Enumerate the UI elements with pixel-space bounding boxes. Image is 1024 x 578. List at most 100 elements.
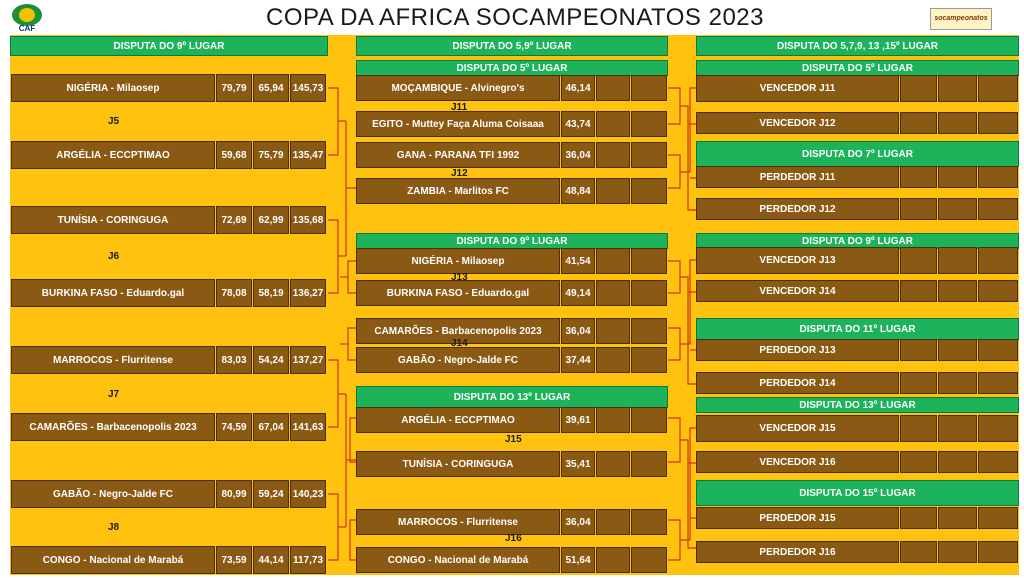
score-empty xyxy=(596,75,630,101)
mid-team-row: GANA - PARANA TFI 1992 36,04 xyxy=(356,142,668,168)
score-empty xyxy=(596,347,630,373)
placeholder-team: VENCEDOR J13 xyxy=(696,247,899,274)
placeholder-team: PERDEDOR J14 xyxy=(696,372,899,394)
section-header-right: DISPUTA DO 5,7,9, 13 ,15º LUGAR xyxy=(696,36,1019,56)
score-total: 145,73 xyxy=(290,74,326,102)
team-name: CONGO - Nacional de Marabá xyxy=(356,547,560,573)
score: 43,74 xyxy=(561,111,595,137)
score-empty xyxy=(596,248,630,274)
mid-team-row: MOÇAMBIQUE - Alvinegro's 46,14 xyxy=(356,75,668,101)
score: 35,41 xyxy=(561,451,595,477)
mid-team-row: ARGÉLIA - ECCPTIMAO 39,61 xyxy=(356,407,668,433)
score-empty xyxy=(900,112,937,134)
score-empty xyxy=(900,451,937,473)
game-label-j14: J14 xyxy=(451,338,468,349)
score-empty xyxy=(978,112,1018,134)
score: 37,44 xyxy=(561,347,595,373)
game-label-j7: J7 xyxy=(108,389,120,400)
score-empty xyxy=(631,318,667,344)
right-team-row: VENCEDOR J14 xyxy=(696,280,1019,302)
team-name: MARROCOS - Flurritense xyxy=(11,346,215,374)
score-empty xyxy=(978,280,1018,302)
score-empty xyxy=(938,247,977,274)
mid-team-row: CAMARÕES - Barbacenopolis 2023 36,04 xyxy=(356,318,668,344)
score-empty xyxy=(900,372,937,394)
team-name: CAMARÕES - Barbacenopolis 2023 xyxy=(356,318,560,344)
score-empty xyxy=(631,75,667,101)
score: 41,54 xyxy=(561,248,595,274)
score-empty xyxy=(596,280,630,306)
score-total: 117,73 xyxy=(290,546,326,574)
socampeonatos-logo: socampeonatos xyxy=(930,8,992,30)
score-empty xyxy=(631,142,667,168)
score-a: 83,03 xyxy=(216,346,252,374)
score-empty xyxy=(596,451,630,477)
right-header: DISPUTA DO 15º LUGAR xyxy=(696,480,1019,506)
team-name: ZAMBIA - Marlitos FC xyxy=(356,178,560,204)
score-total: 135,47 xyxy=(290,141,326,169)
right-team-row: PERDEDOR J12 xyxy=(696,198,1019,220)
score-empty xyxy=(596,407,630,433)
score-total: 141,63 xyxy=(290,413,326,441)
score-empty xyxy=(596,111,630,137)
mid-team-row: GABÃO - Negro-Jalde FC 37,44 xyxy=(356,347,668,373)
team-name: GANA - PARANA TFI 1992 xyxy=(356,142,560,168)
game-label-j8: J8 xyxy=(108,522,120,533)
score-empty xyxy=(978,339,1018,361)
score-empty xyxy=(978,75,1018,102)
score: 36,04 xyxy=(561,142,595,168)
score-b: 65,94 xyxy=(253,74,289,102)
left-team-row: CONGO - Nacional de Marabá 73,59 44,14 117,… xyxy=(11,546,327,574)
page-title: COPA DA AFRICA SOCAMPEONATOS 2023 xyxy=(266,4,764,31)
score-b: 44,14 xyxy=(253,546,289,574)
score-empty xyxy=(631,407,667,433)
score-b: 67,04 xyxy=(253,413,289,441)
right-team-row: VENCEDOR J16 xyxy=(696,451,1019,473)
score-a: 78,08 xyxy=(216,279,252,307)
right-team-row: PERDEDOR J16 xyxy=(696,541,1019,563)
mid-gap xyxy=(668,35,696,575)
right-team-row: PERDEDOR J13 xyxy=(696,339,1019,361)
score-total: 140,23 xyxy=(290,480,326,508)
mid-team-row: EGITO - Muttey Faça Aluma Coisaaa 43,74 xyxy=(356,111,668,137)
score-empty xyxy=(938,507,977,529)
left-team-row: NIGÉRIA - Milaosep 79,79 65,94 145,73 xyxy=(11,74,327,102)
score-empty xyxy=(938,112,977,134)
team-name: ARGÉLIA - ECCPTIMAO xyxy=(356,407,560,433)
team-name: CONGO - Nacional de Marabá xyxy=(11,546,215,574)
score-empty xyxy=(631,280,667,306)
mid-team-row: TUNÍSIA - CORINGUGA 35,41 xyxy=(356,451,668,477)
left-team-row: CAMARÕES - Barbacenopolis 2023 74,59 67,04… xyxy=(11,413,327,441)
placeholder-team: VENCEDOR J12 xyxy=(696,112,899,134)
score: 39,61 xyxy=(561,407,595,433)
right-header: DISPUTA DO 13º LUGAR xyxy=(696,397,1019,413)
right-team-row: VENCEDOR J11 xyxy=(696,75,1019,102)
score-empty xyxy=(631,248,667,274)
placeholder-team: VENCEDOR J11 xyxy=(696,75,899,102)
placeholder-team: VENCEDOR J14 xyxy=(696,280,899,302)
score-empty xyxy=(938,339,977,361)
team-name: GABÃO - Negro-Jalde FC xyxy=(356,347,560,373)
score-empty xyxy=(978,415,1018,442)
team-name: TUNÍSIA - CORINGUGA xyxy=(356,451,560,477)
placeholder-team: VENCEDOR J15 xyxy=(696,415,899,442)
left-team-row: TUNÍSIA - CORINGUGA 72,69 62,99 135,68 xyxy=(11,206,327,234)
game-label-j12: J12 xyxy=(451,168,468,179)
score-empty xyxy=(631,178,667,204)
team-name: BURKINA FASO - Eduardo.gal xyxy=(356,280,560,306)
game-label-j6: J6 xyxy=(108,251,120,262)
score-empty xyxy=(900,166,937,188)
score-empty xyxy=(938,166,977,188)
score-empty xyxy=(978,166,1018,188)
score-empty xyxy=(900,415,937,442)
team-name: NIGÉRIA - Milaosep xyxy=(356,248,560,274)
game-label-j13: J13 xyxy=(451,272,468,283)
team-name: CAMARÕES - Barbacenopolis 2023 xyxy=(11,413,215,441)
team-name: MOÇAMBIQUE - Alvinegro's xyxy=(356,75,560,101)
score-a: 80,99 xyxy=(216,480,252,508)
score-total: 136,27 xyxy=(290,279,326,307)
score-empty xyxy=(900,339,937,361)
score-empty xyxy=(596,318,630,344)
score-empty xyxy=(900,247,937,274)
